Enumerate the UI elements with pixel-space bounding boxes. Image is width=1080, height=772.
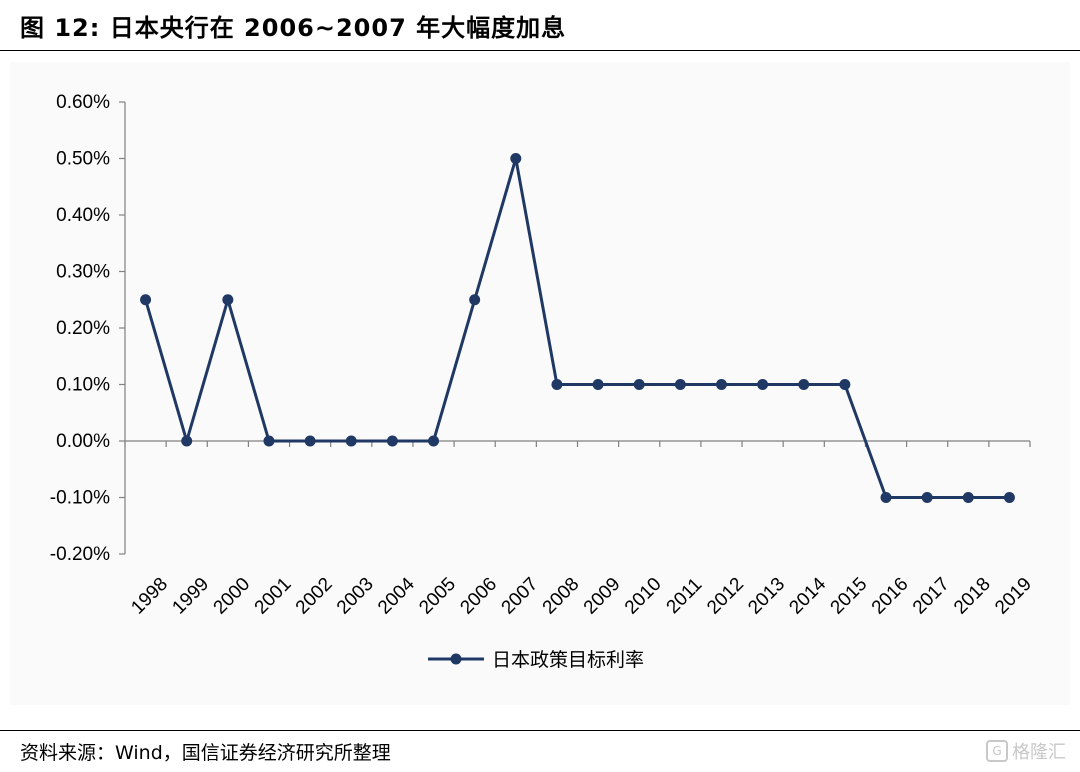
x-tick-label: 2012 — [703, 574, 748, 619]
x-tick-label: 2009 — [580, 574, 625, 619]
x-tick-label: 2013 — [744, 574, 789, 619]
watermark: G 格隆汇 — [986, 738, 1066, 764]
y-tick-label: 0.20% — [56, 318, 110, 339]
title-divider — [0, 50, 1080, 51]
x-tick-label: 2006 — [456, 574, 501, 619]
data-point — [551, 379, 563, 390]
data-point — [469, 294, 481, 306]
x-tick-label: 2018 — [950, 574, 995, 619]
y-axis-ticks: -0.20% -0.10% 0.00% 0.10% 0.20% 0.30% 0.40% 0.5… — [50, 92, 125, 565]
data-point — [633, 379, 645, 390]
watermark-text: 格隆汇 — [1012, 742, 1066, 763]
x-tick-label: 2005 — [415, 574, 460, 619]
data-point — [181, 435, 193, 447]
y-tick-label: 0.00% — [56, 431, 110, 452]
x-axis-ticks: 1998199920002001200220032004200520062007… — [124, 441, 1036, 619]
chart-panel — [10, 62, 1070, 705]
data-point — [1003, 492, 1015, 503]
x-tick-label: 2010 — [621, 574, 666, 619]
y-tick-label: 0.10% — [56, 375, 110, 396]
legend-label: 日本政策目标利率 — [492, 649, 644, 671]
x-tick-label: 1999 — [168, 574, 213, 619]
data-point — [592, 379, 604, 390]
x-tick-label: 2004 — [374, 573, 419, 618]
x-tick-label: 2008 — [539, 574, 584, 619]
data-point — [304, 435, 316, 447]
x-tick-label: 1998 — [127, 574, 172, 619]
x-tick-label: 2003 — [333, 574, 378, 619]
data-point — [428, 435, 440, 447]
data-point — [345, 435, 357, 447]
x-tick-label: 2001 — [251, 574, 296, 619]
data-point — [715, 379, 727, 390]
y-tick-label: 0.40% — [56, 205, 110, 226]
data-point — [798, 379, 810, 390]
data-point — [757, 379, 769, 390]
y-tick-label: -0.20% — [50, 544, 110, 565]
watermark-logo-icon: G — [986, 740, 1008, 762]
data-point — [263, 435, 275, 447]
data-point — [510, 153, 522, 164]
legend-marker — [450, 653, 462, 665]
data-point — [140, 294, 152, 306]
y-tick-label: 0.30% — [56, 262, 110, 283]
source-divider — [0, 730, 1080, 731]
x-tick-label: 2000 — [210, 574, 255, 619]
x-tick-label: 2015 — [827, 574, 872, 619]
x-tick-label: 2014 — [785, 573, 830, 618]
data-point — [962, 492, 974, 503]
data-point — [921, 492, 933, 503]
y-tick-label: 0.60% — [56, 92, 110, 113]
x-tick-label: 2011 — [663, 574, 707, 618]
data-point — [386, 435, 398, 447]
data-point — [839, 379, 851, 390]
legend: 日本政策目标利率 — [428, 649, 644, 671]
chart-axes — [124, 102, 1030, 554]
series-line — [144, 157, 1010, 499]
line-chart: -0.20% -0.10% 0.00% 0.10% 0.20% 0.30% 0.40% 0.5… — [50, 92, 1036, 671]
data-point — [880, 492, 892, 503]
x-tick-label: 2017 — [909, 574, 954, 619]
x-tick-label: 2002 — [292, 574, 337, 619]
data-point — [674, 379, 686, 390]
y-tick-label: 0.50% — [56, 149, 110, 170]
x-tick-label: 2016 — [868, 574, 913, 619]
x-tick-label: 2019 — [991, 574, 1036, 619]
x-tick-label: 2007 — [498, 574, 543, 619]
data-point — [222, 294, 234, 306]
series-group — [140, 153, 1015, 503]
y-tick-label: -0.10% — [50, 488, 110, 509]
source-note: 资料来源：Wind，国信证券经济研究所整理 — [20, 742, 391, 764]
figure-title: 图 12: 日本央行在 2006~2007 年大幅度加息 — [20, 14, 567, 42]
